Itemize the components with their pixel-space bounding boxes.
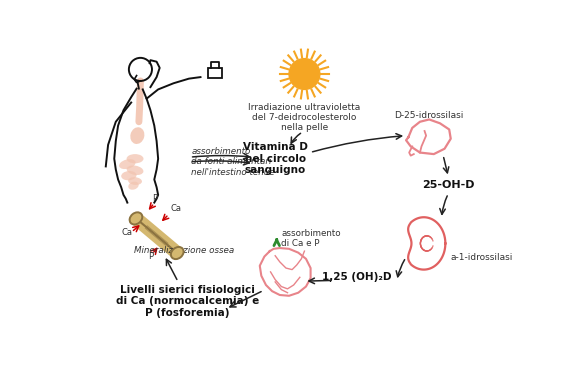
Text: 25-OH-D: 25-OH-D [422,180,475,190]
Ellipse shape [128,177,142,185]
Text: Ca: Ca [121,228,132,237]
Text: Ca: Ca [170,204,181,213]
Ellipse shape [130,212,142,225]
Text: P: P [152,194,157,203]
Ellipse shape [128,182,139,190]
Ellipse shape [127,166,143,175]
Ellipse shape [289,59,320,90]
Text: Irradiazione ultravioletta
del 7-deidrocolesterolo
nella pelle: Irradiazione ultravioletta del 7-deidroc… [248,103,361,132]
Text: D-25-idrossilasi: D-25-idrossilasi [395,111,464,120]
Ellipse shape [171,247,184,259]
Text: P: P [148,252,153,261]
Ellipse shape [119,159,135,169]
Ellipse shape [130,127,145,144]
Text: a-1-idrossilasi: a-1-idrossilasi [451,253,513,262]
Text: assorbimento
da fonti alimentari
nell'intestino tenue: assorbimento da fonti alimentari nell'in… [191,147,275,177]
Text: assorbimento
di Ca e P: assorbimento di Ca e P [281,229,341,248]
Text: Livelli sierici fisiologici
di Ca (normocalcemia) e
P (fosforemia): Livelli sierici fisiologici di Ca (normo… [116,285,259,318]
Text: Vitamina D
nel circolo
sanguigno: Vitamina D nel circolo sanguigno [242,142,308,175]
Ellipse shape [121,171,137,180]
Text: 1,25 (OH)₂D: 1,25 (OH)₂D [322,272,392,282]
Ellipse shape [127,154,143,163]
Text: Mineralizzazione ossea: Mineralizzazione ossea [134,246,234,255]
